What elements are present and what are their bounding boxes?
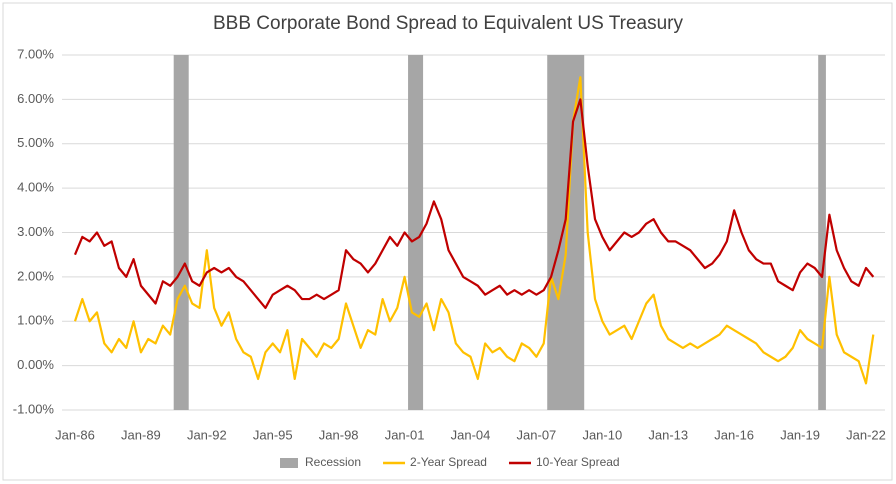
x-tick-label: Jan-16 [714,427,754,442]
y-tick-label: 3.00% [17,224,54,239]
y-tick-label: 2.00% [17,268,54,283]
legend-label: Recession [305,455,361,469]
x-tick-label: Jan-04 [451,427,491,442]
x-tick-label: Jan-19 [780,427,820,442]
x-tick-label: Jan-95 [253,427,293,442]
recession-bar [547,55,555,410]
y-tick-label: 5.00% [17,135,54,150]
recession-bar [415,55,424,410]
recession-bar [569,55,577,410]
x-tick-label: Jan-22 [846,427,886,442]
y-tick-label: 6.00% [17,91,54,106]
spread-line [73,76,875,385]
x-tick-label: Jan-86 [55,427,95,442]
y-tick-label: 4.00% [17,180,54,195]
y-tick-label: 7.00% [17,46,54,61]
x-tick-label: Jan-07 [517,427,557,442]
recession-bar [561,55,570,410]
x-tick-label: Jan-13 [648,427,688,442]
y-tick-label: 1.00% [17,313,54,328]
recession-bar [818,55,826,410]
recession-bar [408,55,416,410]
x-tick-label: Jan-92 [187,427,227,442]
x-tick-label: Jan-98 [319,427,359,442]
y-tick-label: -1.00% [13,401,55,416]
recession-bar [576,55,585,410]
recession-bar [181,55,189,410]
legend-label: 10-Year Spread [536,455,620,469]
spread-line [73,98,875,310]
recession-bar [173,55,182,410]
x-tick-label: Jan-10 [582,427,622,442]
legend-swatch [280,458,298,468]
x-tick-label: Jan-01 [385,427,425,442]
legend-label: 2-Year Spread [410,455,487,469]
y-tick-label: 0.00% [17,357,54,372]
chart-title: BBB Corporate Bond Spread to Equivalent … [213,13,683,34]
x-tick-label: Jan-89 [121,427,161,442]
recession-bar [554,55,563,410]
